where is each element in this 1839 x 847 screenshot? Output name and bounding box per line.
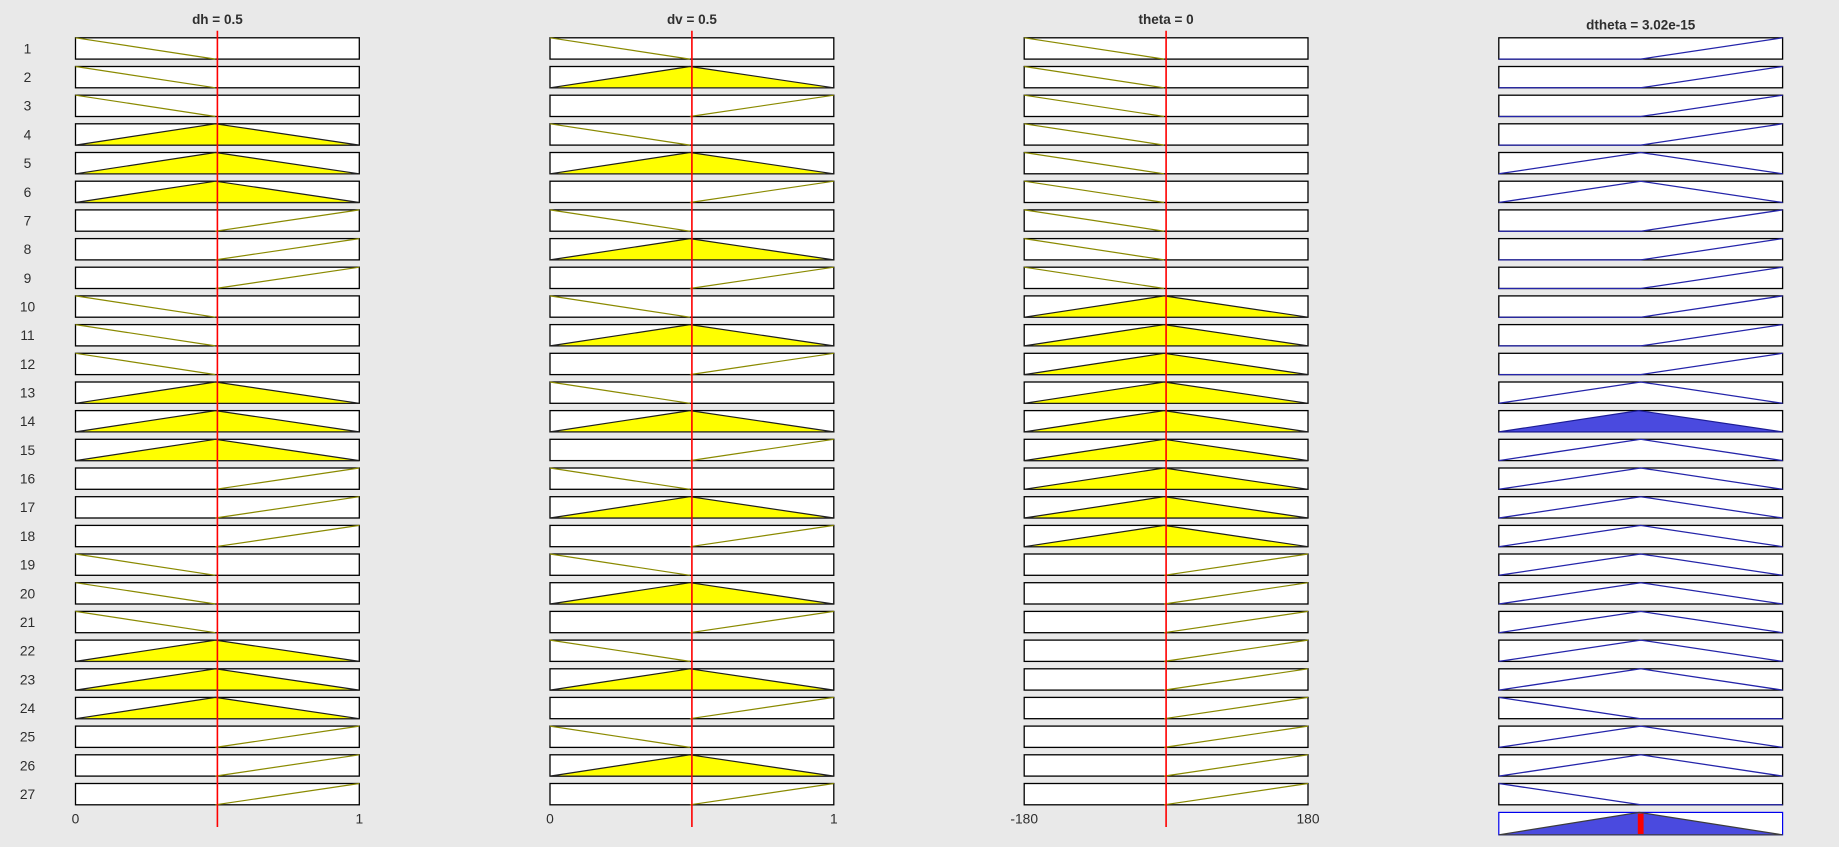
svg-text:0: 0: [72, 812, 80, 827]
svg-text:dh = 0.5: dh = 0.5: [192, 12, 243, 27]
svg-text:14: 14: [20, 414, 36, 429]
svg-text:0: 0: [546, 812, 554, 827]
svg-text:4: 4: [24, 127, 32, 142]
svg-text:11: 11: [20, 328, 34, 343]
svg-text:12: 12: [20, 357, 35, 372]
svg-text:1: 1: [830, 812, 838, 827]
svg-text:theta = 0: theta = 0: [1139, 12, 1194, 27]
svg-text:dv = 0.5: dv = 0.5: [667, 12, 717, 27]
svg-text:1: 1: [24, 41, 32, 56]
svg-text:26: 26: [20, 758, 36, 773]
svg-text:18: 18: [20, 529, 36, 544]
svg-text:8: 8: [24, 242, 32, 257]
svg-text:3: 3: [24, 99, 32, 114]
svg-text:19: 19: [20, 558, 36, 573]
svg-text:25: 25: [20, 730, 36, 745]
svg-text:23: 23: [20, 672, 36, 687]
svg-text:2: 2: [24, 70, 32, 85]
svg-text:21: 21: [20, 615, 35, 630]
svg-text:27: 27: [20, 787, 35, 802]
svg-text:22: 22: [20, 644, 35, 659]
svg-text:6: 6: [24, 185, 32, 200]
svg-text:16: 16: [20, 472, 36, 487]
svg-text:9: 9: [24, 271, 32, 286]
svg-text:20: 20: [20, 586, 36, 601]
svg-text:24: 24: [20, 701, 36, 716]
svg-text:13: 13: [20, 386, 36, 401]
svg-text:10: 10: [20, 300, 36, 315]
svg-text:-180: -180: [1010, 812, 1038, 827]
svg-text:5: 5: [24, 156, 32, 171]
svg-text:1: 1: [355, 812, 363, 827]
svg-text:180: 180: [1296, 812, 1319, 827]
svg-text:15: 15: [20, 443, 36, 458]
svg-text:7: 7: [24, 213, 32, 228]
svg-text:17: 17: [20, 500, 35, 515]
svg-text:dtheta = 3.02e-15: dtheta = 3.02e-15: [1586, 17, 1696, 32]
